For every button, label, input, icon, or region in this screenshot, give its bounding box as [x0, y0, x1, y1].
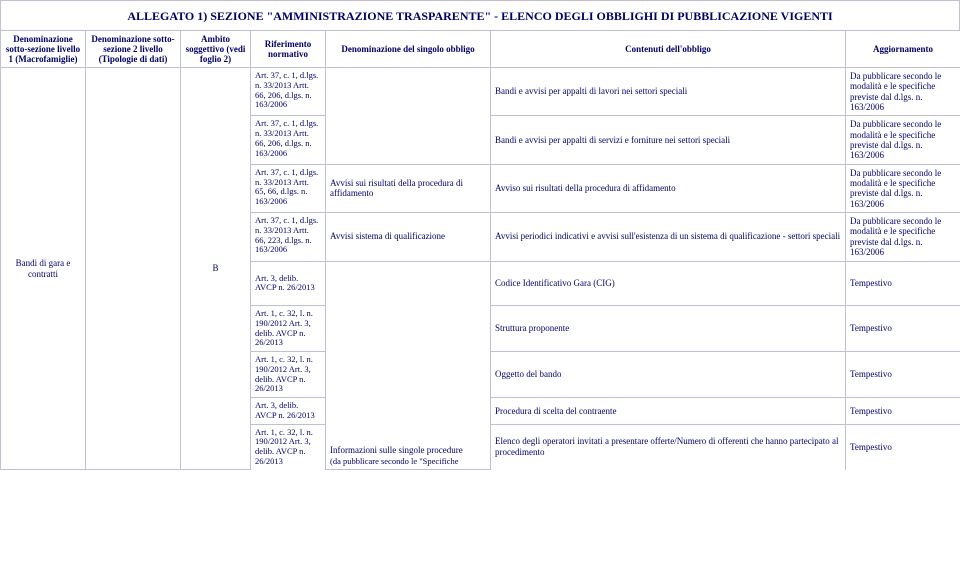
contenuti-cell: Elenco degli operatori invitati a presen… — [491, 424, 846, 470]
aggiornamento-cell: Da pubblicare secondo le modalità e le s… — [846, 68, 960, 116]
contenuti-cell: Codice Identificativo Gara (CIG) — [491, 261, 846, 306]
denominazione-group-cell: Informazioni sulle singole procedure (da… — [326, 261, 491, 470]
col-header-3: Ambito soggettivo (vedi foglio 2) — [181, 31, 251, 68]
aggiornamento-cell: Da pubblicare secondo le modalità e le s… — [846, 164, 960, 212]
page: ALLEGATO 1) SEZIONE "AMMINISTRAZIONE TRA… — [0, 0, 960, 470]
header-row: Denominazione sotto-sezione livello 1 (M… — [1, 31, 960, 68]
aggiornamento-cell: Tempestivo — [846, 398, 960, 425]
riferimento-cell: Art. 1, c. 32, l. n. 190/2012 Art. 3, de… — [251, 424, 326, 470]
denominazione-cell — [326, 68, 491, 165]
ambito-cell: B — [181, 68, 251, 470]
obblighi-table: Denominazione sotto-sezione livello 1 (M… — [0, 30, 960, 470]
aggiornamento-cell: Tempestivo — [846, 352, 960, 398]
col-header-5: Denominazione del singolo obbligo — [326, 31, 491, 68]
riferimento-cell: Art. 37, c. 1, d.lgs. n. 33/2013 Artt. 6… — [251, 116, 326, 164]
contenuti-cell: Bandi e avvisi per appalti di lavori nei… — [491, 68, 846, 116]
contenuti-cell: Struttura proponente — [491, 306, 846, 352]
riferimento-cell: Art. 3, delib. AVCP n. 26/2013 — [251, 398, 326, 425]
aggiornamento-cell: Tempestivo — [846, 424, 960, 470]
contenuti-cell: Avviso sui risultati della procedura di … — [491, 164, 846, 212]
contenuti-cell: Bandi e avvisi per appalti di servizi e … — [491, 116, 846, 164]
denominazione-group-label: Informazioni sulle singole procedure — [330, 445, 486, 456]
aggiornamento-cell: Da pubblicare secondo le modalità e le s… — [846, 213, 960, 261]
riferimento-cell: Art. 1, c. 32, l. n. 190/2012 Art. 3, de… — [251, 352, 326, 398]
riferimento-cell: Art. 3, delib. AVCP n. 26/2013 — [251, 261, 326, 306]
macrofamiglia-cell: Bandi di gara e contratti — [1, 68, 86, 470]
riferimento-cell: Art. 37, c. 1, d.lgs. n. 33/2013 Artt. 6… — [251, 213, 326, 261]
riferimento-cell: Art. 37, c. 1, d.lgs. n. 33/2013 Artt. 6… — [251, 164, 326, 212]
col-header-4: Riferimento normativo — [251, 31, 326, 68]
col-header-1: Denominazione sotto-sezione livello 1 (M… — [1, 31, 86, 68]
contenuti-cell: Procedura di scelta del contraente — [491, 398, 846, 425]
aggiornamento-cell: Da pubblicare secondo le modalità e le s… — [846, 116, 960, 164]
riferimento-cell: Art. 37, c. 1, d.lgs. n. 33/2013 Artt. 6… — [251, 68, 326, 116]
sottosezione2-cell — [86, 68, 181, 470]
col-header-6: Contenuti dell'obbligo — [491, 31, 846, 68]
contenuti-cell: Oggetto del bando — [491, 352, 846, 398]
aggiornamento-cell: Tempestivo — [846, 261, 960, 306]
contenuti-cell: Avvisi periodici indicativi e avvisi sul… — [491, 213, 846, 261]
denominazione-group-sub: (da pubblicare secondo le "Specifiche — [330, 456, 486, 466]
col-header-2: Denominazione sotto-sezione 2 livello (T… — [86, 31, 181, 68]
denominazione-cell: Avvisi sistema di qualificazione — [326, 213, 491, 261]
riferimento-cell: Art. 1, c. 32, l. n. 190/2012 Art. 3, de… — [251, 306, 326, 352]
doc-title: ALLEGATO 1) SEZIONE "AMMINISTRAZIONE TRA… — [0, 0, 960, 30]
col-header-7: Aggiornamento — [846, 31, 960, 68]
table-row: Bandi di gara e contratti B Art. 37, c. … — [1, 68, 960, 116]
denominazione-cell: Avvisi sui risultati della procedura di … — [326, 164, 491, 212]
aggiornamento-cell: Tempestivo — [846, 306, 960, 352]
